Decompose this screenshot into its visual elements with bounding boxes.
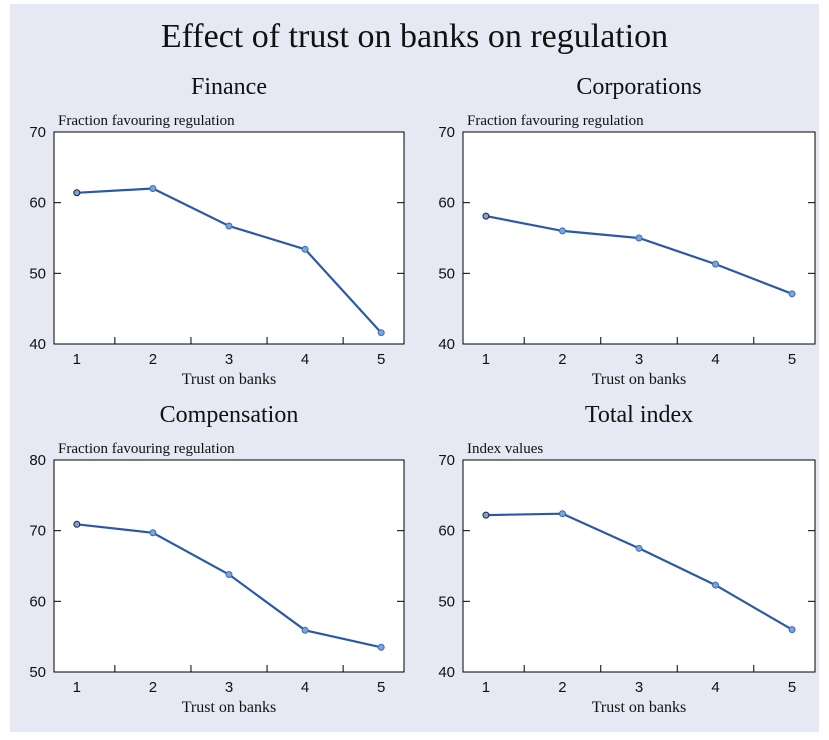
y-tick-label: 40 — [438, 664, 455, 681]
data-point — [377, 329, 385, 337]
x-tick-label: 4 — [711, 351, 719, 368]
y-tick-label: 60 — [438, 195, 455, 212]
data-point — [301, 245, 309, 253]
data-point — [482, 511, 490, 519]
y-axis-label: Fraction favouring regulation — [58, 113, 235, 129]
data-point — [73, 520, 81, 528]
x-tick-label: 5 — [377, 351, 385, 368]
x-axis-label: Trust on banks — [182, 699, 277, 716]
y-tick-label: 60 — [29, 593, 46, 610]
data-point — [149, 529, 157, 537]
panel-title: Total index — [585, 402, 693, 428]
x-tick-label: 3 — [635, 351, 643, 368]
data-point — [301, 626, 309, 634]
data-point — [712, 581, 720, 589]
plot-area — [53, 459, 405, 673]
data-point — [788, 290, 796, 298]
data-point — [635, 544, 643, 552]
y-axis-label: Fraction favouring regulation — [467, 113, 644, 129]
data-point — [149, 185, 157, 193]
x-tick-label: 4 — [301, 351, 309, 368]
y-tick-label: 70 — [29, 523, 46, 540]
y-axis-label: Index values — [467, 441, 543, 457]
x-tick-label: 3 — [225, 351, 233, 368]
y-tick-label: 60 — [29, 195, 46, 212]
x-tick-label: 2 — [558, 679, 566, 696]
y-tick-label: 80 — [29, 452, 46, 469]
x-tick-label: 4 — [301, 679, 309, 696]
x-tick-label: 1 — [482, 679, 490, 696]
panel-title: Compensation — [160, 402, 299, 428]
x-tick-label: 4 — [711, 679, 719, 696]
x-tick-label: 1 — [482, 351, 490, 368]
x-tick-label: 5 — [377, 679, 385, 696]
x-tick-label: 1 — [73, 679, 81, 696]
y-tick-label: 50 — [438, 265, 455, 282]
x-tick-label: 3 — [225, 679, 233, 696]
plot-area — [462, 459, 816, 673]
y-tick-label: 60 — [438, 523, 455, 540]
x-tick-label: 5 — [788, 679, 796, 696]
x-tick-label: 1 — [73, 351, 81, 368]
chart-panel-2: Corporations Fraction favouring regulatio… — [438, 74, 816, 388]
chart-panel-4: Total index Index values 40 50 60 70 1 2 3 4 5 Trus… — [438, 402, 816, 716]
x-axis-label: Trust on banks — [182, 371, 277, 388]
x-tick-label: 2 — [149, 679, 157, 696]
y-tick-label: 40 — [29, 336, 46, 353]
y-tick-label: 40 — [438, 336, 455, 353]
chart-panel-1: Finance Fraction favouring regulation 40 50… — [29, 74, 405, 388]
data-point — [73, 189, 81, 197]
data-point — [225, 570, 233, 578]
data-point — [788, 626, 796, 634]
data-point — [558, 510, 566, 518]
x-axis-label: Trust on banks — [592, 699, 687, 716]
panel-title: Corporations — [576, 74, 701, 100]
data-point — [482, 212, 490, 220]
data-point — [558, 227, 566, 235]
plot-area — [53, 131, 405, 345]
y-tick-label: 50 — [29, 664, 46, 681]
panel-title: Finance — [191, 74, 267, 100]
x-axis-label: Trust on banks — [592, 371, 687, 388]
y-tick-label: 70 — [29, 124, 46, 141]
chart-panel-3: Compensation Fraction favouring regulatio… — [29, 402, 405, 716]
x-tick-label: 3 — [635, 679, 643, 696]
y-axis-label: Fraction favouring regulation — [58, 441, 235, 457]
x-tick-label: 5 — [788, 351, 796, 368]
y-tick-label: 50 — [29, 265, 46, 282]
y-tick-label: 70 — [438, 452, 455, 469]
figure-title: Effect of trust on banks on regulation — [160, 18, 669, 55]
x-tick-label: 2 — [149, 351, 157, 368]
y-tick-label: 50 — [438, 593, 455, 610]
data-point — [635, 234, 643, 242]
data-point — [377, 643, 385, 651]
data-point — [712, 260, 720, 268]
x-tick-label: 2 — [558, 351, 566, 368]
data-point — [225, 222, 233, 230]
y-tick-label: 70 — [438, 124, 455, 141]
